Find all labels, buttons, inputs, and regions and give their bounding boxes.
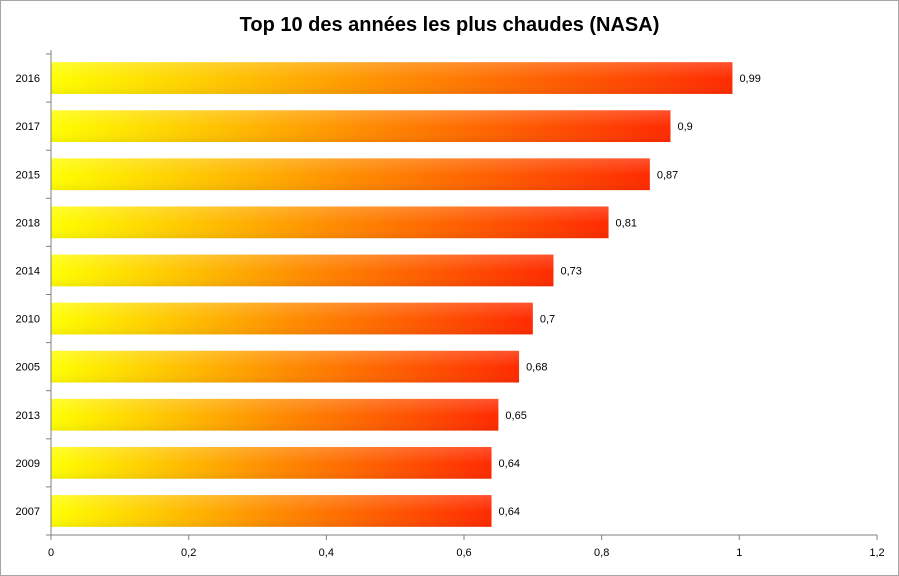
- category-label: 2009: [16, 458, 40, 470]
- data-label: 0,65: [505, 410, 526, 422]
- x-tick-label: 0,6: [456, 547, 471, 559]
- x-tick-label: 0,8: [594, 547, 609, 559]
- data-label: 0,7: [540, 314, 555, 326]
- bar-shade-2018: [51, 206, 609, 239]
- data-label: 0,73: [560, 265, 581, 277]
- data-label: 0,87: [657, 169, 678, 181]
- x-tick-label: 0: [48, 547, 54, 559]
- bar-shade-2007: [51, 495, 492, 527]
- bar-shade-2016: [51, 62, 733, 94]
- category-label: 2007: [16, 506, 40, 518]
- category-label: 2014: [16, 265, 40, 277]
- x-tick-label: 1,2: [869, 547, 884, 559]
- axes: [46, 50, 878, 540]
- bar-shade-2009: [51, 446, 492, 479]
- data-label: 0,68: [526, 362, 547, 374]
- category-label: 2018: [16, 217, 40, 229]
- data-label: 0,64: [499, 506, 520, 518]
- bar-shade-2014: [51, 254, 554, 287]
- category-label: 2017: [16, 121, 40, 133]
- data-label: 0,64: [499, 458, 520, 470]
- bar-shade-2013: [51, 398, 499, 431]
- category-label: 2005: [16, 362, 40, 374]
- chart-title: Top 10 des années les plus chaudes (NASA…: [239, 14, 660, 36]
- bar-shade-2005: [51, 350, 520, 383]
- data-label: 0,9: [678, 121, 693, 133]
- x-tick-label: 0,2: [181, 547, 196, 559]
- bars-layer: [51, 62, 733, 527]
- x-tick-label: 0,4: [319, 547, 334, 559]
- category-label: 2015: [16, 169, 40, 181]
- category-label: 2010: [16, 314, 40, 326]
- bar-shade-2017: [51, 110, 671, 143]
- bar-shade-2015: [51, 158, 650, 191]
- data-label: 0,99: [739, 73, 760, 85]
- category-label: 2016: [16, 73, 40, 85]
- bar-shade-2010: [51, 302, 533, 335]
- category-label: 2013: [16, 410, 40, 422]
- x-tick-label: 1: [736, 547, 742, 559]
- data-label: 0,81: [616, 217, 637, 229]
